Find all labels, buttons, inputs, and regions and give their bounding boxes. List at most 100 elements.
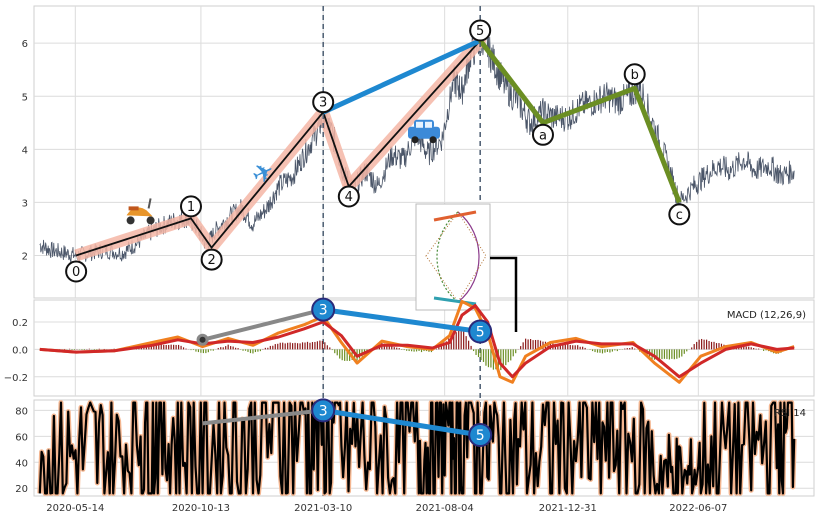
macd-hist-bar: [532, 340, 533, 349]
macd-hist-bar: [190, 349, 191, 350]
x-tick-label: 2020-10-13: [172, 503, 230, 514]
wave-label-text: 4: [345, 190, 353, 205]
macd-hist-bar: [183, 347, 184, 349]
car-wheel: [430, 136, 437, 143]
wave-label-text: 1: [187, 200, 195, 215]
macd-hist-bar: [594, 349, 595, 352]
macd-marker-3: 3: [312, 299, 334, 321]
macd-hist-bar: [307, 342, 308, 350]
macd-hist-bar: [763, 349, 764, 351]
macd-hist-bar: [748, 347, 749, 350]
macd-hist-bar: [99, 349, 100, 350]
macd-hist-bar: [696, 342, 697, 349]
macd-hist-bar: [287, 343, 288, 350]
macd-hist-bar: [290, 343, 291, 350]
macd-hist-bar: [421, 349, 422, 352]
macd-hist-bar: [525, 339, 526, 350]
macd-hist-bar: [661, 349, 662, 359]
macd-hist-bar: [220, 347, 221, 349]
wave-label-c: c: [669, 204, 689, 224]
macd-hist-bar: [592, 349, 593, 351]
car-wheel: [412, 136, 419, 143]
wave-label-3: 3: [313, 92, 333, 112]
macd-hist-bar: [490, 349, 491, 367]
macd-hist-bar: [233, 347, 234, 350]
macd-hist-bar: [322, 341, 323, 349]
macd-hist-bar: [223, 347, 224, 349]
x-tick-label: 2021-12-31: [539, 503, 597, 514]
macd-hist-bar: [520, 346, 521, 349]
macd-hist-bar: [314, 342, 315, 349]
rsi-marker-text: 3: [319, 403, 328, 419]
macd-hist-bar: [203, 349, 204, 353]
macd-hist-bar: [684, 349, 685, 353]
macd-ytick-label: 0.2: [12, 318, 28, 329]
macd-hist-bar: [242, 349, 243, 350]
macd-hist-bar: [270, 346, 271, 349]
macd-hist-bar: [604, 349, 605, 352]
macd-hist-bar: [565, 344, 566, 349]
macd-hist-bar: [324, 342, 325, 349]
wave-label-text: 5: [476, 24, 484, 39]
macd-hist-bar: [699, 340, 700, 350]
rsi-marker-5: 5: [469, 424, 491, 446]
macd-hist-bar: [255, 349, 256, 352]
x-tick-label: 2020-05-14: [46, 503, 104, 514]
macd-hist-bar: [327, 345, 328, 349]
price-ytick-label: 6: [22, 39, 28, 50]
macd-hist-bar: [213, 349, 214, 350]
macd-hist-bar: [676, 349, 677, 358]
macd-hist-bar: [260, 349, 261, 351]
macd-hist-bar: [230, 346, 231, 349]
macd-hist-bar: [580, 347, 581, 350]
macd-hist-bar: [743, 347, 744, 350]
macd-hist-bar: [515, 349, 516, 353]
macd-hist-bar: [411, 349, 412, 351]
macd-hist-bar: [295, 343, 296, 350]
macd-hist-bar: [396, 348, 397, 350]
macd-hist-bar: [483, 349, 484, 362]
macd-hist-bar: [272, 346, 273, 350]
macd-hist-bar: [205, 349, 206, 353]
macd-hist-bar: [228, 345, 229, 350]
rsi-ytick-label: 20: [15, 484, 28, 495]
macd-hist-bar: [523, 342, 524, 349]
macd-hist-bar: [614, 349, 615, 350]
macd-hist-bar: [317, 341, 318, 349]
macd-hist-bar: [463, 331, 464, 350]
macd-hist-bar: [329, 347, 330, 349]
macd-hist-bar: [404, 349, 405, 350]
macd-hist-bar: [694, 344, 695, 349]
wave-label-4: 4: [339, 187, 359, 207]
wave-label-text: 0: [72, 265, 80, 280]
macd-hist-bar: [319, 341, 320, 350]
macd-hist-bar: [297, 343, 298, 349]
rsi-annotation: RSI 14: [774, 408, 806, 419]
price-ytick-label: 4: [22, 145, 28, 156]
macd-hist-bar: [399, 348, 400, 349]
macd-hist-bar: [713, 342, 714, 350]
macd-hist-bar: [753, 348, 754, 349]
macd-hist-bar: [478, 349, 479, 357]
macd-hist-bar: [505, 349, 506, 365]
macd-hist-bar: [674, 349, 675, 359]
x-tick-label: 2021-03-10: [294, 503, 352, 514]
rsi-marker-3: 3: [312, 399, 334, 421]
macd-hist-bar: [617, 349, 618, 351]
macd-hist-bar: [210, 349, 211, 350]
macd-hist-bar: [406, 349, 407, 350]
macd-hist-bar: [195, 349, 196, 351]
macd-hist-bar: [237, 348, 238, 349]
macd-hist-bar: [756, 349, 757, 350]
macd-ytick-label: −0.2: [4, 373, 28, 384]
macd-hist-bar: [470, 346, 471, 349]
x-tick-label: 2021-08-04: [416, 503, 474, 514]
macd-hist-bar: [575, 345, 576, 349]
macd-hist-bar: [69, 349, 70, 350]
wave-label-text: c: [676, 208, 683, 223]
rsi-ytick-label: 60: [15, 432, 28, 443]
macd-hist-bar: [282, 343, 283, 350]
macd-hist-bar: [409, 349, 410, 351]
